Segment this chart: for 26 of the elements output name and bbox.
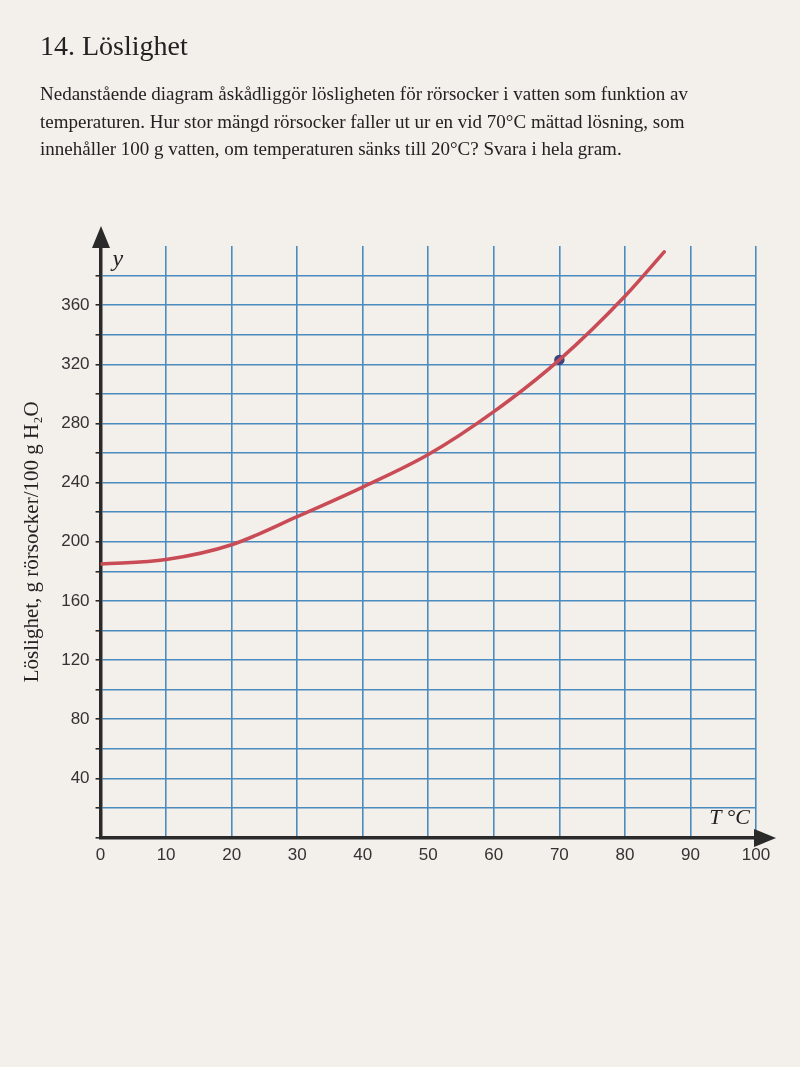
x-tick-label: 70 xyxy=(549,845,569,865)
x-axis-title: T °C xyxy=(709,804,751,830)
y-tick-label: 240 xyxy=(61,472,90,492)
y-axis-title: Löslighet, g rörsocker/100 g H₂O xyxy=(19,401,44,683)
chart-subtitle: Nedanstående diagram åskådliggör lösligheten för rörsocker i vatten som funktion av temperaturen. Hur stor mängd rörsocker faller ut ur en vid 70°C mättad lösning, som innehåller 100 g vatten, om temperaturen sänks till 20°C? Svara i hela gram. xyxy=(40,82,689,162)
line-series xyxy=(100,250,666,566)
chart-title: 14. Löslighet xyxy=(40,30,188,62)
x-tick-label: 90 xyxy=(681,845,700,865)
y-tick-label: 120 xyxy=(61,649,90,669)
y-tick-label: 160 xyxy=(61,590,90,610)
x-tick-label: 60 xyxy=(484,845,504,865)
x-tick-label: 50 xyxy=(418,845,438,865)
y-tick-label: 320 xyxy=(61,354,90,374)
x-tick-label: 80 xyxy=(615,845,635,865)
y-tick-label: 200 xyxy=(61,531,90,551)
x-tick-label: 10 xyxy=(156,845,176,865)
y-tick-label: 280 xyxy=(61,413,90,433)
x-tick-label: 30 xyxy=(287,845,307,865)
y-tick-label: 360 xyxy=(61,294,90,314)
x-tick-label: 100 xyxy=(741,845,771,865)
x-tick-label: 40 xyxy=(353,845,373,865)
x-tick-label: 20 xyxy=(222,845,242,865)
y-tick-label: 40 xyxy=(70,768,90,788)
annotation: y xyxy=(110,245,124,272)
x-tick-label: 0 xyxy=(95,845,106,865)
y-tick-label: 80 xyxy=(70,708,90,728)
